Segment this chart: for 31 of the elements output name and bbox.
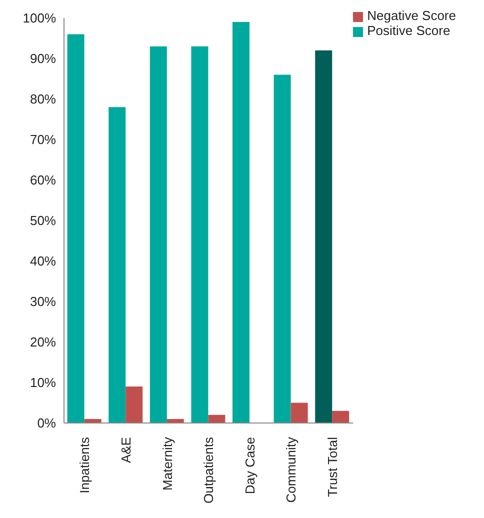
bar (290, 402, 308, 423)
y-tick-label: 100% (22, 10, 56, 26)
bar (67, 34, 84, 423)
x-tick-label: A&E (118, 436, 134, 464)
bar (191, 46, 208, 423)
y-tick-label: 10% (30, 375, 56, 390)
y-tick-label: 30% (30, 294, 56, 310)
bar (150, 46, 167, 423)
bar (108, 107, 126, 423)
bar (232, 22, 250, 423)
x-tick-label: Trust Total (324, 436, 340, 497)
legend-label: Positive Score (367, 23, 450, 38)
x-tick-label: Community (284, 436, 299, 503)
x-tick-label: Day Case (242, 437, 258, 494)
y-tick-label: 70% (30, 132, 56, 148)
legend-label: Negative Score (367, 8, 456, 23)
y-tick-label: 20% (30, 334, 56, 350)
x-tick-label: Maternity (160, 436, 175, 490)
y-tick-label: 0% (37, 416, 56, 431)
y-tick-label: 40% (30, 254, 56, 269)
bar (332, 410, 350, 423)
x-tick-label: Inpatients (77, 436, 92, 494)
y-tick-label: 80% (30, 92, 56, 107)
bar (126, 386, 143, 423)
y-tick-label: 60% (30, 172, 56, 188)
y-tick-label: 90% (30, 51, 56, 66)
bar (208, 414, 226, 423)
bar (315, 50, 332, 423)
y-tick-label: 50% (30, 213, 56, 228)
x-tick-label: Outpatients (201, 436, 216, 504)
bar (274, 74, 291, 423)
